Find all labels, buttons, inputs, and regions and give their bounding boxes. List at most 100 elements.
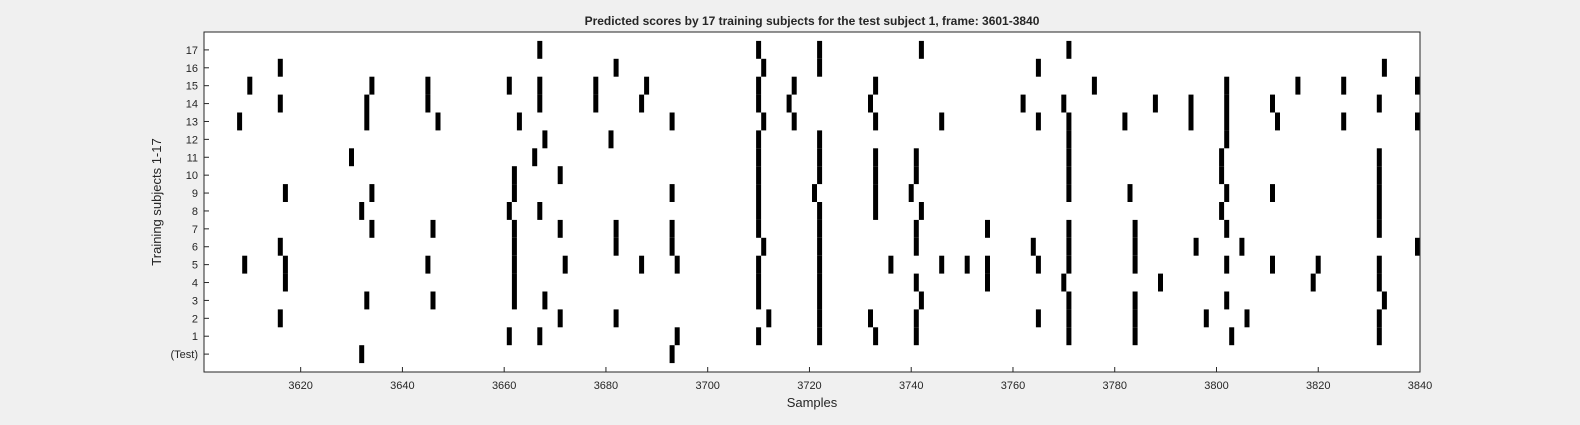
x-tick-label-3840: 3840 — [1408, 380, 1432, 392]
mark-row-6-0 — [277, 237, 283, 256]
mark-row-13-8 — [939, 112, 945, 131]
mark-row-5-19 — [1376, 255, 1382, 274]
mark-row-9-9 — [1127, 184, 1133, 202]
y-tick-label-9: 9 — [192, 188, 198, 200]
mark-row-12-5 — [1224, 130, 1230, 149]
mark-row-14-15 — [1376, 94, 1382, 113]
mark-row-14-2 — [425, 94, 431, 113]
y-tick-label-6: 6 — [192, 242, 198, 254]
mark-row-7-13 — [1376, 219, 1382, 238]
mark-row-14-13 — [1224, 94, 1230, 113]
mark-row-6-4 — [761, 237, 767, 256]
y-tick-label-17: 17 — [186, 45, 198, 57]
mark-row-2-3 — [766, 309, 772, 328]
mark-row-4-9 — [1376, 273, 1382, 292]
mark-row-5-18 — [1315, 255, 1321, 274]
mark-row-14-9 — [1020, 94, 1026, 113]
mark-row-14-3 — [537, 94, 543, 113]
x-tick-label-3780: 3780 — [1102, 380, 1126, 392]
mark-row-1-1 — [537, 327, 543, 346]
mark-row-2-7 — [1035, 309, 1041, 328]
x-tick-label-3640: 3640 — [390, 380, 414, 392]
mark-row-13-5 — [761, 112, 767, 131]
mark-row-10-5 — [913, 166, 919, 185]
mark-row-11-1 — [532, 148, 538, 167]
mark-row-8-6 — [918, 202, 924, 220]
mark-row-13-0 — [237, 112, 243, 131]
mark-row-8-3 — [756, 202, 762, 220]
mark-row-7-9 — [985, 219, 990, 238]
mark-row-5-15 — [1132, 255, 1138, 274]
mark-row-14-5 — [639, 94, 645, 113]
mark-row-12-0 — [542, 130, 548, 149]
mark-row-4-1 — [511, 273, 517, 292]
x-tick-label-3680: 3680 — [594, 380, 618, 392]
mark-row-13-2 — [435, 112, 441, 131]
mark-row-11-2 — [756, 148, 762, 167]
mark-row-17-4 — [1066, 40, 1072, 59]
mark-row-8-2 — [537, 202, 543, 220]
mark-row-9-2 — [511, 184, 517, 202]
mark-row-6-1 — [511, 237, 517, 256]
mark-row-15-13 — [1341, 76, 1347, 95]
mark-row-16-1 — [613, 58, 619, 77]
mark-row-8-0 — [359, 202, 365, 220]
mark-row-test-1 — [669, 345, 675, 364]
plot-frame — [203, 31, 1421, 373]
mark-row-1-6 — [913, 327, 919, 346]
mark-row-16-4 — [1035, 58, 1041, 77]
mark-row-13-11 — [1122, 112, 1128, 131]
mark-row-7-7 — [817, 219, 823, 238]
mark-row-15-12 — [1295, 76, 1301, 95]
x-axis-ticks: 3620 3640 3660 3680 3700 3720 3740 3760 3780 3800… — [288, 367, 1432, 392]
mark-row-1-3 — [756, 327, 762, 346]
mark-row-14-14 — [1270, 94, 1275, 113]
mark-row-15-0 — [247, 76, 253, 95]
mark-row-7-1 — [430, 219, 436, 238]
mark-row-15-5 — [593, 76, 599, 95]
mark-row-3-7 — [1066, 291, 1072, 310]
mark-row-9-10 — [1224, 184, 1230, 202]
mark-row-14-6 — [756, 94, 762, 113]
mark-row-9-7 — [908, 184, 914, 202]
mark-row-1-7 — [1066, 327, 1072, 346]
mark-row-5-17 — [1270, 255, 1275, 274]
mark-row-14-11 — [1152, 94, 1158, 113]
mark-row-1-9 — [1229, 327, 1235, 346]
mark-row-13-1 — [364, 112, 370, 131]
x-tick-label-3800: 3800 — [1204, 380, 1228, 392]
mark-row-6-11 — [1239, 237, 1245, 256]
mark-row-17-3 — [918, 40, 924, 59]
y-tick-label-10: 10 — [186, 170, 198, 182]
mark-row-13-10 — [1066, 112, 1072, 131]
mark-row-3-1 — [430, 291, 436, 310]
mark-row-14-12 — [1188, 94, 1194, 113]
y-tick-label-7: 7 — [192, 224, 198, 236]
chart-title: Predicted scores by 17 training subjects… — [585, 14, 1040, 28]
mark-row-7-10 — [1066, 219, 1072, 238]
x-tick-label-3740: 3740 — [899, 380, 923, 392]
x-tick-label-3760: 3760 — [1001, 380, 1025, 392]
mark-row-17-1 — [756, 40, 762, 59]
mark-row-13-12 — [1188, 112, 1194, 131]
mark-row-9-3 — [669, 184, 675, 202]
mark-row-10-2 — [756, 166, 762, 185]
mark-row-8-4 — [817, 202, 823, 220]
mark-row-15-3 — [506, 76, 512, 95]
mark-row-9-8 — [1066, 184, 1072, 202]
mark-row-17-2 — [817, 40, 823, 59]
mark-row-9-12 — [1376, 184, 1382, 202]
mark-row-1-10 — [1376, 327, 1382, 346]
mark-row-6-8 — [1066, 237, 1072, 256]
mark-row-11-5 — [913, 148, 919, 167]
mark-row-13-13 — [1224, 112, 1230, 131]
mark-row-2-2 — [613, 309, 619, 328]
mark-row-9-4 — [756, 184, 762, 202]
mark-row-5-2 — [425, 255, 431, 274]
mark-row-4-8 — [1310, 273, 1316, 292]
mark-row-1-0 — [506, 327, 512, 346]
y-tick-label-5: 5 — [192, 260, 198, 272]
mark-row-3-5 — [817, 291, 823, 310]
y-tick-label-4: 4 — [192, 278, 198, 290]
